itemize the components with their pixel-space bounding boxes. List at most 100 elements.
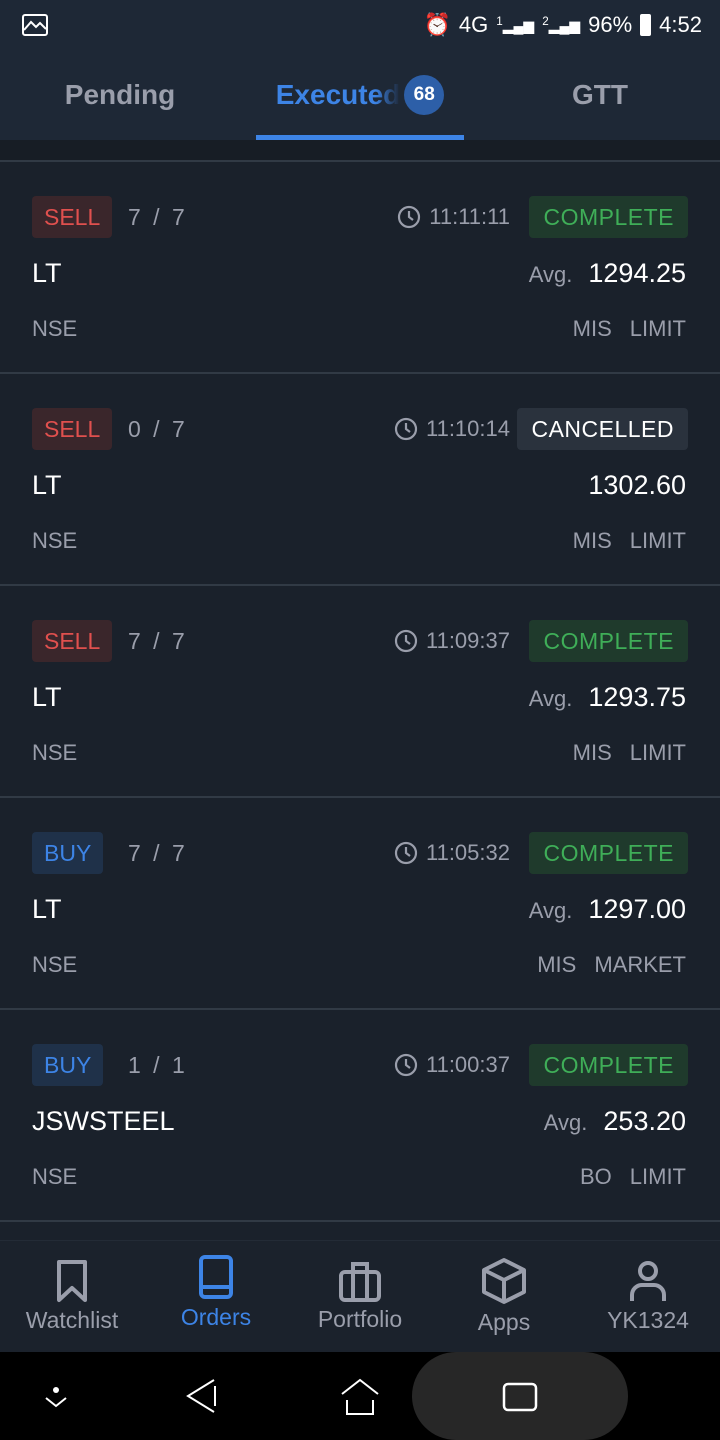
nav-label: YK1324	[607, 1307, 689, 1333]
nav-label: Portfolio	[317, 1306, 403, 1332]
briefcase-icon	[339, 1262, 381, 1302]
filled-quantity: 7 / 7	[128, 839, 185, 866]
nav-apps[interactable]: Apps	[432, 1241, 576, 1352]
product: BO	[579, 1164, 612, 1189]
nav-watchlist[interactable]: Watchlist	[0, 1241, 144, 1352]
order-time: 11:09:37	[394, 620, 510, 662]
order-type: LIMIT	[629, 316, 686, 341]
divider	[0, 140, 720, 162]
exchange: NSE	[32, 952, 78, 977]
price-value: 253.20	[603, 1106, 686, 1136]
price-value: 1294.25	[588, 258, 686, 288]
alarm-icon: ⏰	[423, 12, 451, 37]
back-icon[interactable]	[184, 1376, 218, 1416]
side-badge: BUY	[32, 1044, 104, 1086]
symbol: LT	[32, 894, 62, 924]
side-badge: SELL	[32, 408, 113, 450]
box-icon	[482, 1258, 526, 1304]
product-info: MIS LIMIT	[573, 740, 686, 766]
tab-pending[interactable]: Pending	[0, 50, 240, 140]
price: Avg. 1293.75	[529, 682, 686, 713]
price: Avg. 1294.25	[529, 258, 686, 289]
battery-icon	[640, 14, 652, 36]
filled-quantity: 0 / 7	[128, 415, 185, 442]
nav-orders[interactable]: Orders	[144, 1233, 288, 1352]
order-type: MARKET	[594, 952, 686, 977]
symbol: LT	[32, 682, 62, 712]
symbol: JSWSTEEL	[32, 1106, 175, 1136]
avg-label: Avg.	[528, 262, 573, 287]
exchange: NSE	[32, 1164, 78, 1189]
network-type: 4G	[458, 12, 489, 37]
system-nav-bar	[0, 1352, 720, 1440]
time-text: 11:10:14	[425, 416, 510, 441]
executed-count-badge: 68	[404, 75, 445, 115]
tab-gtt[interactable]: GTT	[480, 50, 720, 140]
product: MIS	[537, 952, 577, 977]
recents-pill[interactable]	[412, 1352, 628, 1440]
nav-label: Orders	[180, 1304, 252, 1330]
filled-quantity: 1 / 1	[128, 1051, 185, 1078]
clock-icon	[398, 205, 421, 229]
order-row[interactable]: SELL 0 / 7 11:10:14 CANCELLED LT 1302.60…	[0, 374, 720, 586]
price-value: 1302.60	[588, 470, 686, 500]
battery-level: 96%	[588, 12, 633, 37]
avg-label: Avg.	[528, 686, 573, 711]
clock-icon	[394, 417, 418, 441]
recents-icon[interactable]	[502, 1382, 538, 1412]
product-info: MIS LIMIT	[573, 528, 686, 554]
nav-profile[interactable]: YK1324	[576, 1241, 720, 1352]
signal-icon-sim2: 2▂▄▆	[542, 15, 581, 34]
order-time: 11:11:11	[397, 196, 510, 238]
exchange: NSE	[32, 740, 78, 765]
order-time: 11:10:14	[394, 408, 510, 450]
product: MIS	[572, 740, 612, 765]
filled-quantity: 7 / 7	[128, 203, 185, 230]
time-text: 11:00:37	[425, 1052, 510, 1077]
clock-icon	[394, 841, 418, 865]
user-icon	[630, 1261, 666, 1301]
order-time: 11:05:32	[394, 832, 510, 874]
side-badge: SELL	[32, 196, 113, 238]
hide-keyboard-icon[interactable]	[40, 1382, 72, 1410]
status-bar: ⏰ 4G 1▂▄▆ 2▂▄▆ 96% 4:52	[0, 0, 720, 50]
avg-label: Avg.	[543, 1110, 588, 1135]
nav-portfolio[interactable]: Portfolio	[288, 1241, 432, 1352]
tab-label: GTT	[572, 79, 628, 110]
clock-icon	[394, 629, 418, 653]
avg-label: Avg.	[528, 898, 573, 923]
price: Avg. 253.20	[544, 1106, 686, 1137]
order-row[interactable]: BUY 7 / 7 11:05:32 COMPLETE LT Avg. 1297.…	[0, 798, 720, 1010]
status-badge: COMPLETE	[529, 1044, 688, 1086]
order-row[interactable]: SELL 7 / 7 11:09:37 COMPLETE LT Avg. 1293…	[0, 586, 720, 798]
status-badge: COMPLETE	[529, 832, 688, 874]
exchange: NSE	[32, 316, 78, 341]
tab-executed[interactable]: Executed 68	[240, 50, 480, 140]
clock-icon	[394, 1053, 418, 1077]
order-row[interactable]: SELL 7 / 7 11:11:11 COMPLETE LT Avg. 1294…	[0, 162, 720, 374]
home-icon[interactable]	[340, 1376, 380, 1416]
clock: 4:52	[659, 12, 702, 37]
status-badge: COMPLETE	[529, 196, 688, 238]
bottom-nav: Watchlist Orders Portfolio Apps YK1324	[0, 1240, 720, 1352]
order-type: LIMIT	[629, 528, 686, 553]
side-badge: SELL	[32, 620, 113, 662]
symbol: LT	[32, 258, 62, 288]
tab-label: Executed	[275, 79, 401, 110]
product: MIS	[572, 316, 612, 341]
product: MIS	[572, 528, 612, 553]
product-info: MIS MARKET	[537, 952, 686, 978]
status-badge: CANCELLED	[517, 408, 688, 450]
book-icon	[199, 1255, 233, 1299]
order-list[interactable]: SELL 7 / 7 11:11:11 COMPLETE LT Avg. 1294…	[0, 162, 720, 1222]
symbol: LT	[32, 470, 62, 500]
filled-quantity: 7 / 7	[128, 627, 185, 654]
order-time: 11:00:37	[394, 1044, 510, 1086]
product-info: MIS LIMIT	[573, 316, 686, 342]
side-badge: BUY	[32, 832, 104, 874]
nav-label: Watchlist	[25, 1307, 119, 1333]
order-row[interactable]: BUY 1 / 1 11:00:37 COMPLETE JSWSTEEL Avg…	[0, 1010, 720, 1222]
gallery-icon	[22, 14, 48, 36]
tab-label: Pending	[64, 79, 176, 110]
time-text: 11:05:32	[425, 840, 510, 865]
